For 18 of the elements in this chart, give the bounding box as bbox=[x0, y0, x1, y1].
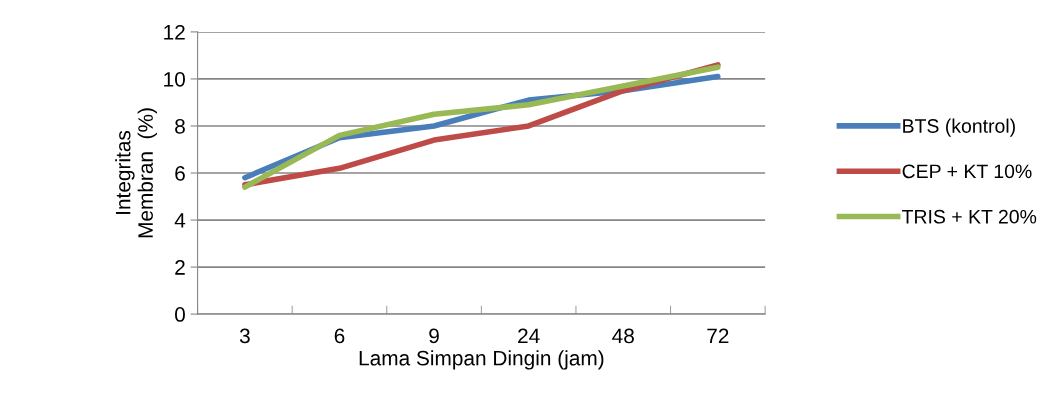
y-tick-label: 12 bbox=[164, 24, 185, 40]
y-tick-label: 0 bbox=[175, 307, 185, 322]
y-tick-label: 2 bbox=[175, 260, 185, 275]
legend-label: TRIS + KT 20% bbox=[902, 209, 1037, 224]
y-tick-label: 8 bbox=[175, 118, 185, 134]
legend-label: BTS (kontrol) bbox=[903, 118, 1015, 137]
x-tick-label: 48 bbox=[612, 328, 634, 344]
y-axis-title: Integritas Membran (%) bbox=[115, 108, 158, 238]
x-axis-title: Lama Simpan Dingin (jam) bbox=[359, 350, 604, 370]
x-tick-label: 6 bbox=[334, 328, 345, 344]
x-tick-label: 72 bbox=[707, 328, 729, 344]
y-tick-label: 6 bbox=[175, 166, 185, 181]
x-tick-label: 24 bbox=[518, 328, 540, 344]
x-tick-label: 9 bbox=[429, 328, 439, 344]
y-tick-label: 4 bbox=[174, 213, 186, 228]
y-tick-label: 10 bbox=[164, 71, 185, 87]
x-tick-label: 3 bbox=[239, 328, 250, 344]
legend-label: CEP + KT 10% bbox=[902, 164, 1032, 179]
